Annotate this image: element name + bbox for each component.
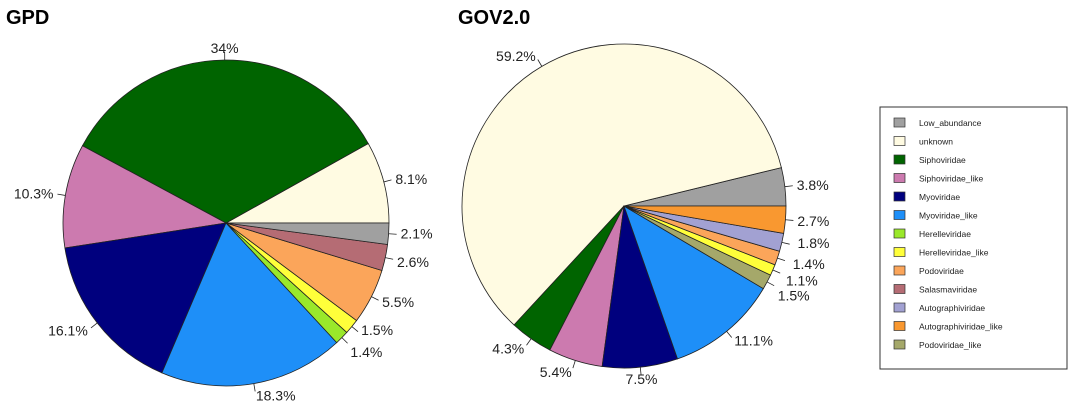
legend-label-autographiviridae-like: Autographiviridae_like xyxy=(919,322,1003,332)
legend-label-siphoviridae-like: Siphoviridae_like xyxy=(919,174,984,184)
gov-slice-myoviridae-like xyxy=(623,205,764,360)
gov-chart-title: GOV2.0 xyxy=(458,7,530,29)
legend-swatch-myoviridae xyxy=(893,191,906,202)
gov-label-unknown: 59.2% xyxy=(496,48,536,64)
legend-swatch-salasmaviridae xyxy=(893,284,906,294)
gov-leader-podoviridae xyxy=(777,257,786,262)
gpd-slice-myoviridae xyxy=(64,222,227,374)
gov-slice-unknown xyxy=(461,43,782,326)
gov-leader-unknown xyxy=(537,59,543,67)
gpd-label-herelleviridae: 1.4% xyxy=(350,344,382,360)
gpd-label-herelleviridae-like: 1.5% xyxy=(361,322,393,338)
gov-label-siphoviridae: 4.3% xyxy=(492,341,524,357)
gpd-label-low-abundance: 2.1% xyxy=(401,226,433,242)
gov-leader-herelleviridae-like xyxy=(772,269,781,274)
gpd-label-myoviridae: 16.1% xyxy=(48,322,88,338)
legend-swatch-herelleviridae-like xyxy=(893,247,906,257)
legend-label-autographiviridae: Autographiviridae xyxy=(919,303,985,313)
gov-leader-low-abundance xyxy=(784,185,793,188)
legend-label-salasmaviridae: Salasmaviridae xyxy=(919,285,977,295)
legend-swatch-siphoviridae-like xyxy=(893,173,906,183)
gov-label-herelleviridae-like: 1.1% xyxy=(786,273,818,289)
legend-swatch-autographiviridae-like xyxy=(893,321,906,331)
gov-label-myoviridae: 7.5% xyxy=(626,371,658,387)
legend-label-herelleviridae: Herelleviridae xyxy=(919,229,971,239)
gpd-slice-myoviridae-like xyxy=(161,222,338,387)
gov-label-podoviridae-like: 1.5% xyxy=(778,288,810,304)
gov-leader-podoviridae-like xyxy=(766,281,775,287)
gpd-leader-unknown xyxy=(383,179,392,183)
gpd-chart-title: GPD xyxy=(6,7,49,29)
gpd-leader-low-abundance xyxy=(388,233,397,235)
gpd-label-siphoviridae-like: 10.3% xyxy=(14,185,54,201)
gpd-label-unknown: 8.1% xyxy=(395,171,427,187)
gov-slice-autographiviridae-like xyxy=(623,205,787,234)
gov-leader-autographiviridae-like xyxy=(785,219,794,221)
legend-swatch-podoviridae xyxy=(893,265,906,276)
legend-label-podoviridae: Podoviridae xyxy=(919,266,964,276)
gpd-leader-salasmaviridae xyxy=(385,257,394,260)
legend-swatch-podoviridae-like xyxy=(893,339,906,350)
legend-label-siphoviridae: Siphoviridae xyxy=(919,155,966,165)
gov-label-autographiviridae: 1.8% xyxy=(798,235,830,251)
gov-label-autographiviridae-like: 2.7% xyxy=(797,213,829,229)
gpd-leader-herelleviridae xyxy=(341,337,348,344)
gov-label-podoviridae: 1.4% xyxy=(793,256,825,272)
gpd-leader-myoviridae-like xyxy=(253,383,256,392)
gpd-label-podoviridae: 5.5% xyxy=(382,294,414,310)
legend-swatch-unknown xyxy=(893,136,906,146)
gpd-label-myoviridae-like: 18.3% xyxy=(256,387,296,403)
legend-swatch-myoviridae-like xyxy=(893,210,906,220)
gov-leader-siphoviridae xyxy=(526,338,532,346)
legend-swatch-autographiviridae xyxy=(893,302,906,313)
legend-label-herelleviridae-like: Herelleviridae_like xyxy=(919,248,989,258)
legend-swatch-low-abundance xyxy=(893,117,906,128)
gpd-slice-siphoviridae xyxy=(81,59,369,224)
legend-swatch-herelleviridae xyxy=(893,228,906,239)
legend-label-myoviridae-like: Myoviridae_like xyxy=(919,211,978,221)
gpd-leader-siphoviridae-like xyxy=(57,193,66,196)
gov-leader-myoviridae-like xyxy=(726,331,733,338)
legend-label-podoviridae-like: Podoviridae_like xyxy=(919,340,982,350)
gpd-leader-podoviridae xyxy=(371,296,379,301)
gov-label-siphoviridae-like: 5.4% xyxy=(540,364,572,380)
gov-pie-chart: 3.8% 59.2% 4.3% 5.4% 7.5% 11.1% 1.5%1.1%1.4% 1.… xyxy=(461,43,830,387)
gov-leader-myoviridae xyxy=(639,367,642,376)
gov-leader-siphoviridae-like xyxy=(572,360,576,369)
gpd-pie-chart: 8.1% 34% 10.3% 16.1% 18.3% 1.4% 1.5% 5.5% 2.6% 2.… xyxy=(14,40,433,403)
gov-leader-autographiviridae xyxy=(781,242,790,245)
legend-swatch-siphoviridae xyxy=(893,154,906,165)
gpd-leader-myoviridae xyxy=(90,322,98,329)
gpd-leader-herelleviridae-like xyxy=(351,326,359,332)
gov-label-low-abundance: 3.8% xyxy=(797,177,829,193)
gpd-label-salasmaviridae: 2.6% xyxy=(397,254,429,270)
legend-box xyxy=(879,106,1068,370)
gpd-slice-siphoviridae-like xyxy=(62,145,228,249)
gov-label-myoviridae-like: 11.1% xyxy=(734,333,773,349)
legend-label-low-abundance: Low_abundance xyxy=(919,118,982,128)
gpd-label-siphoviridae: 34% xyxy=(211,40,239,56)
legend-label-myoviridae: Myoviridae xyxy=(919,192,960,202)
legend-label-unknown: unknown xyxy=(919,137,953,147)
